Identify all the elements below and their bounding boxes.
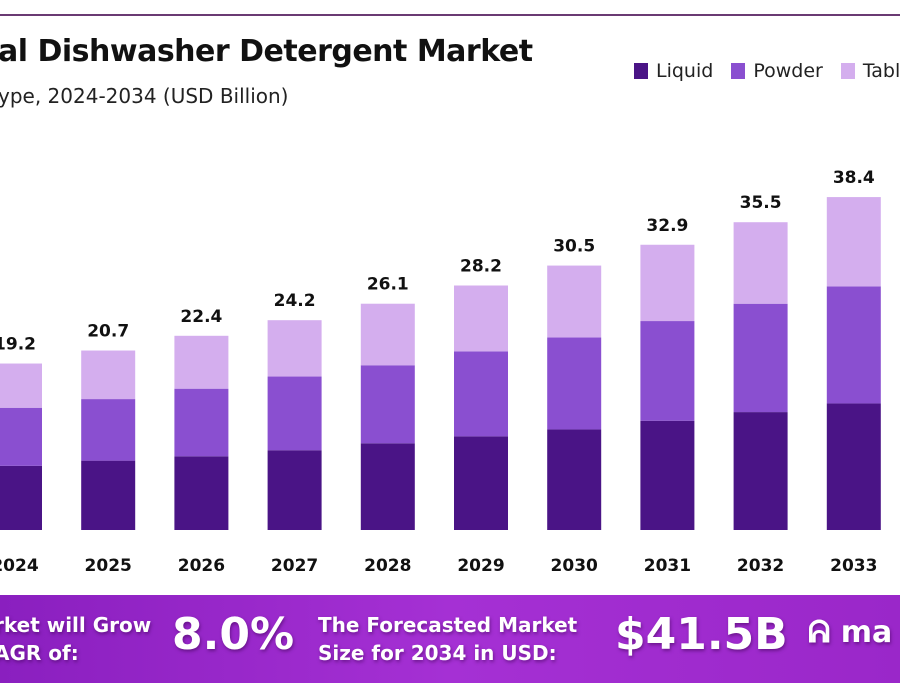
x-tick-label: 2032: [737, 556, 784, 576]
x-tick-label: 2024: [0, 556, 39, 576]
cagr-value: 8.0%: [172, 609, 295, 660]
legend-label: Liquid: [656, 60, 714, 82]
bar-segment-liquid: [360, 443, 415, 530]
x-tick-label: 2031: [644, 556, 691, 576]
bar-segment-powder: [174, 388, 229, 457]
bar-segment-liquid: [826, 403, 881, 530]
x-tick-label: 2033: [830, 556, 877, 576]
legend-label: Powder: [753, 60, 823, 82]
x-tick-label: 2029: [457, 556, 504, 576]
forecast-value: $41.5B: [615, 609, 788, 660]
bar-segment-powder: [81, 399, 136, 461]
logo-icon: ᕱ: [808, 615, 841, 650]
total-label: 38.4: [833, 168, 875, 188]
bar-segment-powder: [826, 286, 881, 404]
cagr-label: rket will Grow AGR of:: [0, 613, 152, 665]
bar-segment-liquid: [174, 456, 229, 530]
bar-segment-liquid: [640, 420, 695, 530]
bar-segment-liquid: [267, 450, 322, 530]
logo: ᕱ ma: [808, 615, 893, 650]
total-label: 20.7: [87, 322, 129, 342]
bar-segment-tablets: [640, 244, 695, 322]
x-tick-label: 2030: [551, 556, 598, 576]
bar-segment-powder: [267, 376, 322, 451]
legend-item: Tablets: [840, 60, 900, 82]
top-divider: [0, 14, 900, 16]
bar-segment-tablets: [81, 350, 136, 400]
bar-segment-tablets: [547, 265, 602, 338]
bar-segment-powder: [360, 365, 415, 444]
bar-segment-tablets: [174, 335, 229, 389]
bar-segment-powder: [547, 337, 602, 430]
legend-swatch: [840, 63, 855, 79]
bar-segment-tablets: [454, 285, 508, 352]
total-label: 32.9: [646, 216, 688, 236]
total-label: 19.2: [0, 335, 36, 355]
total-label: 35.5: [740, 193, 782, 213]
bar-segment-tablets: [733, 222, 788, 304]
chart-title: al Dishwasher Detergent Market: [0, 34, 533, 69]
chart-subtitle: ype, 2024-2034 (USD Billion): [0, 84, 289, 108]
bar-segment-liquid: [81, 460, 136, 530]
bar-segment-liquid: [454, 436, 508, 530]
legend: Liquid Powder Tablets: [634, 60, 900, 82]
total-label: 22.4: [180, 307, 222, 327]
bar-segment-powder: [640, 321, 695, 421]
total-label: 26.1: [367, 275, 409, 295]
legend-label: Tablets: [862, 60, 900, 82]
bar-segment-liquid: [733, 412, 788, 530]
legend-swatch: [634, 63, 648, 79]
bar-segment-liquid: [547, 429, 602, 530]
total-label: 28.2: [460, 257, 502, 277]
forecast-label: The Forecasted Market Size for 2034 in US…: [318, 613, 578, 665]
x-tick-label: 2025: [85, 556, 132, 576]
x-tick-label: 2027: [271, 556, 318, 576]
total-label: 24.2: [274, 291, 316, 311]
bar-segment-powder: [0, 407, 42, 466]
legend-swatch: [731, 63, 746, 79]
bar-segment-powder: [454, 351, 508, 437]
x-tick-label: 2026: [178, 556, 225, 576]
legend-item: Powder: [731, 60, 823, 82]
legend-item: Liquid: [634, 60, 713, 82]
bar-segment-tablets: [0, 363, 42, 408]
bar-segment-liquid: [0, 465, 42, 530]
bar-segment-powder: [733, 303, 788, 413]
x-tick-label: 2028: [364, 556, 411, 576]
total-label: 30.5: [553, 237, 595, 257]
summary-banner: rket will Grow AGR of: 8.0% The Forecaste…: [0, 595, 900, 683]
bar-segment-tablets: [826, 197, 881, 287]
bar-segment-tablets: [267, 320, 322, 377]
bar-segment-tablets: [360, 303, 415, 366]
